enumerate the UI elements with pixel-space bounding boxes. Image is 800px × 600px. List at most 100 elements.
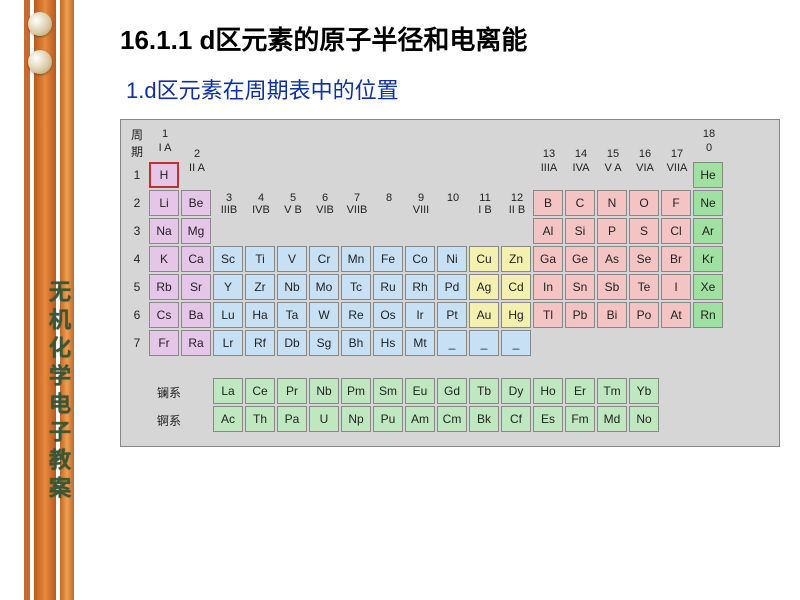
group-number: 18 bbox=[693, 128, 725, 140]
group-roman: II B bbox=[501, 204, 533, 216]
section-subheading: 1.d区元素在周期表中的位置 bbox=[126, 73, 790, 105]
group-number: 8 bbox=[373, 192, 405, 204]
group-roman: I A bbox=[149, 142, 181, 154]
group-number: 5 bbox=[277, 192, 309, 204]
element-cell: Pr bbox=[277, 378, 307, 404]
element-cell: Cf bbox=[501, 406, 531, 432]
element-cell: Ha bbox=[245, 302, 275, 328]
element-cell: Co bbox=[405, 246, 435, 272]
element-cell: Ce bbox=[245, 378, 275, 404]
period-label: 3 bbox=[129, 224, 145, 238]
element-cell: Cd bbox=[501, 274, 531, 300]
group-roman: V B bbox=[277, 204, 309, 216]
element-cell: Hg bbox=[501, 302, 531, 328]
element-cell: Fr bbox=[149, 330, 179, 356]
element-cell: Br bbox=[661, 246, 691, 272]
group-roman: VIB bbox=[309, 204, 341, 216]
element-cell: He bbox=[693, 162, 723, 188]
element-cell: Tc bbox=[341, 274, 371, 300]
element-cell: Th bbox=[245, 406, 275, 432]
element-cell: Eu bbox=[405, 378, 435, 404]
element-cell: I bbox=[661, 274, 691, 300]
element-cell: Ti bbox=[245, 246, 275, 272]
group-number: 12 bbox=[501, 192, 533, 204]
group-number: 2 bbox=[181, 148, 213, 160]
element-cell: P bbox=[597, 218, 627, 244]
sidebar-title: 无机化学电子教案 bbox=[42, 280, 74, 504]
element-cell: Si bbox=[565, 218, 595, 244]
group-roman: VIIB bbox=[341, 204, 373, 216]
element-cell: Er bbox=[565, 378, 595, 404]
element-cell: Mt bbox=[405, 330, 435, 356]
element-cell: Bk bbox=[469, 406, 499, 432]
element-cell: Tl bbox=[533, 302, 563, 328]
element-cell: Os bbox=[373, 302, 403, 328]
element-cell: S bbox=[629, 218, 659, 244]
element-cell: Xe bbox=[693, 274, 723, 300]
element-cell: Ne bbox=[693, 190, 723, 216]
element-cell: Cr bbox=[309, 246, 339, 272]
element-cell: Ho bbox=[533, 378, 563, 404]
group-number: 16 bbox=[629, 148, 661, 160]
element-cell: In bbox=[533, 274, 563, 300]
element-cell: Y bbox=[213, 274, 243, 300]
element-cell: Dy bbox=[501, 378, 531, 404]
group-roman: VIIA bbox=[661, 162, 693, 174]
element-cell: Ge bbox=[565, 246, 595, 272]
element-cell: Pm bbox=[341, 378, 371, 404]
group-number: 3 bbox=[213, 192, 245, 204]
element-cell: Kr bbox=[693, 246, 723, 272]
element-cell: Zr bbox=[245, 274, 275, 300]
group-roman: V A bbox=[597, 162, 629, 174]
element-cell: Tm bbox=[597, 378, 627, 404]
element-cell: Md bbox=[597, 406, 627, 432]
element-cell: Ba bbox=[181, 302, 211, 328]
element-cell: V bbox=[277, 246, 307, 272]
section-heading: 16.1.1 d区元素的原子半径和电离能 bbox=[120, 20, 790, 57]
element-cell: Am bbox=[405, 406, 435, 432]
element-cell: Mg bbox=[181, 218, 211, 244]
element-cell: Sc bbox=[213, 246, 243, 272]
period-label: 4 bbox=[129, 252, 145, 266]
element-cell: Li bbox=[149, 190, 179, 216]
element-cell: N bbox=[597, 190, 627, 216]
period-label: 7 bbox=[129, 336, 145, 350]
element-cell: Fm bbox=[565, 406, 595, 432]
element-cell: Re bbox=[341, 302, 371, 328]
group-number: 13 bbox=[533, 148, 565, 160]
element-cell: Rn bbox=[693, 302, 723, 328]
element-cell: Ni bbox=[437, 246, 467, 272]
group-roman: IVB bbox=[245, 204, 277, 216]
period-label: 1 bbox=[129, 168, 145, 182]
group-number: 7 bbox=[341, 192, 373, 204]
element-cell: O bbox=[629, 190, 659, 216]
element-cell: Nb bbox=[309, 378, 339, 404]
element-cell: Au bbox=[469, 302, 499, 328]
element-cell: _ bbox=[469, 330, 499, 356]
element-cell: Cu bbox=[469, 246, 499, 272]
period-header-label: 周期 bbox=[129, 126, 145, 160]
group-number: 6 bbox=[309, 192, 341, 204]
element-cell: La bbox=[213, 378, 243, 404]
element-cell: Ra bbox=[181, 330, 211, 356]
element-cell: Al bbox=[533, 218, 563, 244]
element-cell: Ir bbox=[405, 302, 435, 328]
element-cell: Pt bbox=[437, 302, 467, 328]
element-cell: Cm bbox=[437, 406, 467, 432]
element-cell: Ta bbox=[277, 302, 307, 328]
element-cell: C bbox=[565, 190, 595, 216]
group-number: 14 bbox=[565, 148, 597, 160]
group-number: 9 bbox=[405, 192, 437, 204]
element-cell: Ac bbox=[213, 406, 243, 432]
periodic-table-container: 周期 1I A2II A3IIIB4IVB5V B6VIB7VIIB89VIII… bbox=[120, 119, 780, 447]
group-roman: IIIA bbox=[533, 162, 565, 174]
group-roman: I B bbox=[469, 204, 501, 216]
element-cell: Sm bbox=[373, 378, 403, 404]
element-cell: Se bbox=[629, 246, 659, 272]
element-cell: Es bbox=[533, 406, 563, 432]
element-cell: Nb bbox=[277, 274, 307, 300]
element-cell: Rh bbox=[405, 274, 435, 300]
element-cell: Pu bbox=[373, 406, 403, 432]
element-cell: B bbox=[533, 190, 563, 216]
element-cell: Bi bbox=[597, 302, 627, 328]
